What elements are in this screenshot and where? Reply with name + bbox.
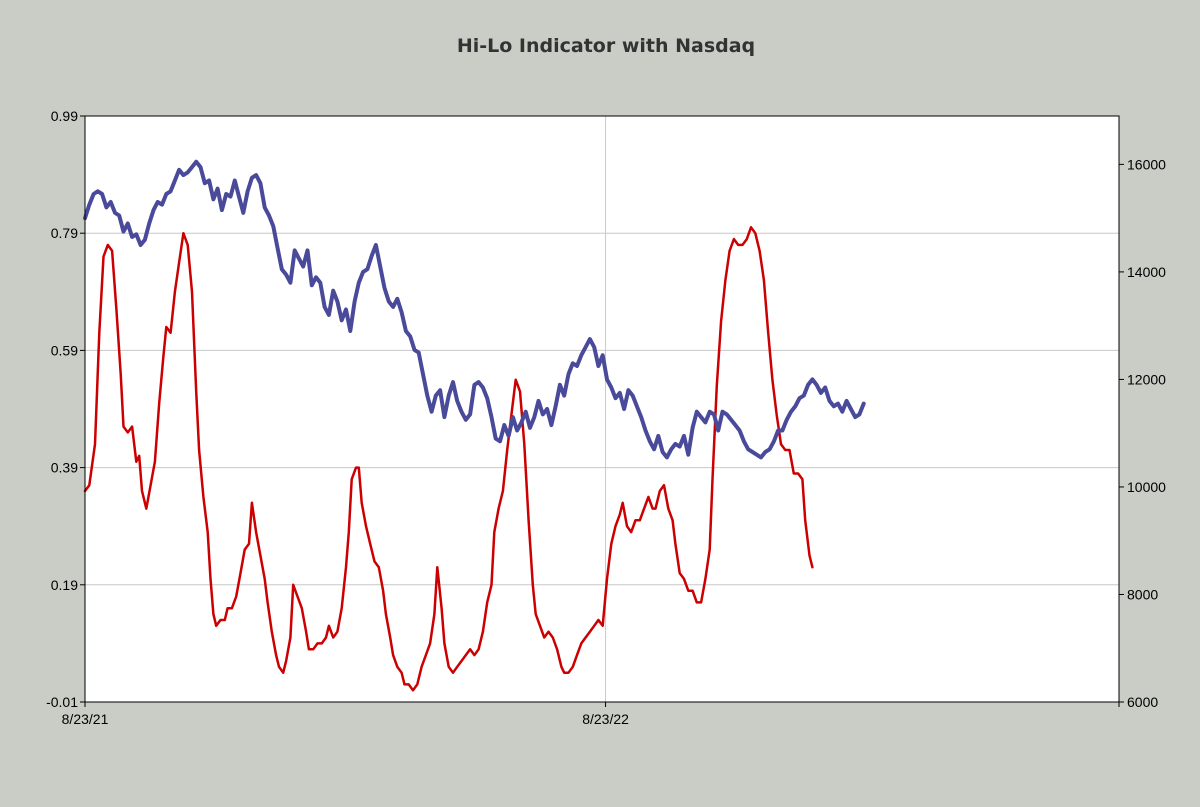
y-left-tick-label: -0.01 — [46, 694, 78, 710]
tick-labels: 0.99 0.79 0.59 0.39 0.19 -0.01 16000 14000 12000… — [46, 108, 1166, 727]
y-right-tick-label: 12000 — [1127, 371, 1166, 387]
series-layer — [83, 159, 866, 692]
chart-title: Hi-Lo Indicator with Nasdaq — [457, 35, 755, 57]
y-left-tick-label: 0.99 — [51, 108, 78, 124]
axis-ticks — [80, 115, 1124, 707]
x-tick-label: 8/23/22 — [582, 711, 629, 727]
plot-area — [85, 116, 1119, 702]
y-left-tick-label: 0.19 — [51, 577, 78, 593]
y-left-tick-label: 0.59 — [51, 342, 78, 358]
gridlines — [85, 116, 1119, 702]
series-line-hi-lo — [83, 226, 814, 692]
series-line-nasdaq — [83, 159, 866, 460]
y-right-tick-label: 16000 — [1127, 156, 1166, 172]
plot-border — [84, 115, 1120, 703]
y-right-tick-label: 14000 — [1127, 264, 1166, 280]
y-left-tick-label: 0.39 — [51, 460, 78, 476]
y-right-tick-label: 10000 — [1127, 479, 1166, 495]
y-left-tick-label: 0.79 — [51, 225, 78, 241]
y-right-tick-label: 8000 — [1127, 586, 1158, 602]
y-right-tick-label: 6000 — [1127, 694, 1158, 710]
x-tick-label: 8/23/21 — [62, 711, 109, 727]
